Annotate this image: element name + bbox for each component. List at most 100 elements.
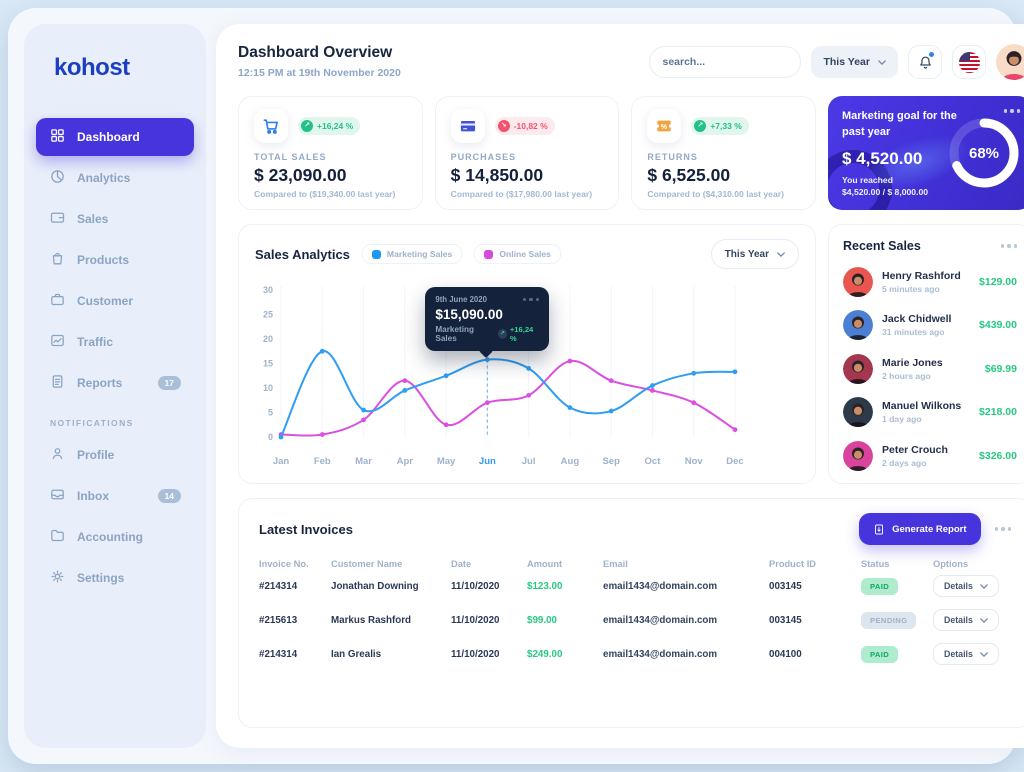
user-avatar-image bbox=[996, 44, 1024, 80]
invoice-row: #215613 Markus Rashford 11/10/2020 $99.0… bbox=[259, 603, 1011, 637]
marketing-goal-reached-label: You reached bbox=[842, 174, 893, 185]
x-label-feb: Feb bbox=[314, 456, 331, 467]
legend-swatch-magenta bbox=[484, 249, 494, 259]
sale-time: 2 hours ago bbox=[882, 370, 931, 381]
main-panel: Dashboard Overview 12:15 PM at 19th Nove… bbox=[216, 24, 1024, 748]
invoices-more-menu[interactable] bbox=[994, 527, 1011, 531]
marketing-goal-reached-value: $4,520.00 / $ 8,000.00 bbox=[842, 186, 929, 197]
sidebar-item-label: Reports bbox=[77, 376, 123, 390]
column-header: Email bbox=[603, 559, 628, 569]
user-avatar[interactable] bbox=[996, 44, 1024, 80]
stat-label: RETURNS bbox=[647, 152, 698, 162]
cart-icon bbox=[254, 109, 288, 143]
legend-online-sales[interactable]: Online Sales bbox=[474, 244, 561, 264]
period-select-chart[interactable]: This Year bbox=[710, 239, 799, 269]
invoice-email: email1434@domain.com bbox=[603, 580, 718, 592]
recent-sale-row[interactable]: Peter Crouch 2 days ago $326.00 bbox=[843, 440, 1017, 471]
stat-compare: Compared to ($17,980.00 last year) bbox=[450, 189, 593, 199]
sidebar-item-label: Accounting bbox=[77, 530, 143, 544]
sidebar-item-analytics[interactable]: Analytics bbox=[36, 159, 194, 197]
sidebar-item-inbox[interactable]: Inbox 14 bbox=[36, 477, 194, 515]
sidebar: kohost Dashboard Analytics Sales Product… bbox=[24, 24, 206, 748]
invoice-date: 11/10/2020 bbox=[451, 614, 500, 626]
details-button[interactable]: Details bbox=[933, 575, 999, 597]
invoice-amount: $123.00 bbox=[527, 580, 563, 592]
marketing-more-menu[interactable] bbox=[1003, 109, 1020, 113]
sidebar-item-settings[interactable]: Settings bbox=[36, 559, 194, 597]
sidebar-item-sales[interactable]: Sales bbox=[36, 200, 194, 238]
chevron-down-icon bbox=[980, 583, 988, 589]
sale-amount: $69.99 bbox=[984, 362, 1017, 375]
invoice-product-id: 004100 bbox=[769, 648, 802, 660]
x-label-apr: Apr bbox=[397, 456, 414, 467]
x-label-nov: Nov bbox=[685, 456, 704, 467]
stat-card: ↗ +16,24 % TOTAL SALES $ 23,090.00 Compar… bbox=[238, 96, 423, 210]
sale-time: 31 minutes ago bbox=[882, 327, 945, 337]
invoice-number: #214314 bbox=[259, 580, 298, 592]
column-header: Options bbox=[933, 559, 969, 569]
tooltip-delta: ↗ +16,24 % bbox=[497, 325, 540, 343]
sidebar-item-accounting[interactable]: Accounting bbox=[36, 518, 194, 556]
briefcase-icon bbox=[49, 291, 66, 311]
recent-sale-row[interactable]: Henry Rashford 5 minutes ago $129.00 bbox=[843, 266, 1017, 297]
search-box[interactable] bbox=[649, 46, 804, 78]
sidebar-nav: Dashboard Analytics Sales Products Custo… bbox=[24, 118, 206, 597]
legend-marketing-sales-label: Marketing Sales bbox=[386, 249, 453, 259]
chevron-down-icon bbox=[980, 617, 988, 623]
chevron-down-icon bbox=[980, 651, 988, 657]
sidebar-item-label: Sales bbox=[77, 212, 109, 226]
period-select-header[interactable]: This Year bbox=[811, 46, 898, 78]
x-label-jun: Jun bbox=[479, 456, 496, 467]
document-icon bbox=[49, 373, 66, 393]
sidebar-badge: 14 bbox=[157, 489, 181, 503]
details-button[interactable]: Details bbox=[933, 643, 999, 665]
language-button[interactable] bbox=[952, 45, 986, 79]
customer-avatar bbox=[843, 310, 873, 340]
app-container: kohost Dashboard Analytics Sales Product… bbox=[8, 8, 1024, 764]
recent-sales-more-menu[interactable] bbox=[1000, 244, 1017, 248]
column-header: Amount bbox=[527, 559, 563, 569]
invoice-customer: Markus Rashford bbox=[331, 614, 412, 626]
invoice-date: 11/10/2020 bbox=[451, 648, 500, 660]
legend-marketing-sales[interactable]: Marketing Sales bbox=[361, 244, 463, 264]
recent-sale-row[interactable]: Marie Jones 2 hours ago $69.99 bbox=[843, 353, 1017, 384]
details-button[interactable]: Details bbox=[933, 609, 999, 631]
sidebar-item-label: Profile bbox=[77, 448, 115, 462]
topbar: Dashboard Overview 12:15 PM at 19th Nove… bbox=[238, 44, 1024, 80]
invoice-table-header: Invoice No. Customer Name Date Amount Email P… bbox=[259, 559, 1011, 569]
report-download-icon bbox=[875, 524, 884, 534]
svg-text:10: 10 bbox=[263, 383, 273, 393]
sale-time: 2 days ago bbox=[882, 457, 927, 468]
x-label-sep: Sep bbox=[602, 456, 620, 467]
customer-name: Manuel Wilkons bbox=[882, 400, 962, 412]
svg-text:20: 20 bbox=[263, 334, 273, 344]
shopping-bag-icon bbox=[49, 250, 66, 270]
sidebar-item-traffic[interactable]: Traffic bbox=[36, 323, 194, 361]
search-input[interactable] bbox=[662, 56, 804, 68]
recent-sale-row[interactable]: Jack Chidwell 31 minutes ago $439.00 bbox=[843, 310, 1017, 340]
sidebar-item-customer[interactable]: Customer bbox=[36, 282, 194, 320]
recent-sales-list: Henry Rashford 5 minutes ago $129.00 Jac… bbox=[843, 266, 1017, 471]
sidebar-item-reports[interactable]: Reports 17 bbox=[36, 364, 194, 402]
marketing-goal-title: Marketing goal for the past year bbox=[842, 110, 957, 138]
recent-sales-title: Recent Sales bbox=[843, 239, 921, 253]
sidebar-item-products[interactable]: Products bbox=[36, 241, 194, 279]
tooltip-value: $15,090.00 bbox=[435, 307, 503, 322]
invoice-number: #215613 bbox=[259, 614, 298, 626]
notifications-button[interactable] bbox=[908, 45, 942, 79]
generate-report-button[interactable]: Generate Report bbox=[859, 513, 981, 545]
customer-avatar bbox=[843, 266, 873, 297]
svg-text:5: 5 bbox=[268, 408, 273, 418]
ticket-icon: % bbox=[647, 109, 682, 143]
recent-sale-row[interactable]: Manuel Wilkons 1 day ago $218.00 bbox=[843, 397, 1017, 427]
column-header: Customer Name bbox=[331, 559, 403, 569]
tooltip-more-menu[interactable] bbox=[522, 297, 540, 302]
customer-name: Jack Chidwell bbox=[882, 313, 952, 325]
marketing-goal-value: $ 4,520.00 bbox=[842, 148, 923, 168]
sidebar-item-dashboard[interactable]: Dashboard bbox=[36, 118, 194, 156]
sidebar-item-profile[interactable]: Profile bbox=[36, 436, 194, 474]
sale-amount: $218.00 bbox=[979, 406, 1017, 418]
tooltip-date: 9th June 2020 bbox=[435, 295, 487, 304]
status-badge: PENDING bbox=[861, 611, 917, 629]
x-label-aug: Aug bbox=[561, 456, 580, 467]
